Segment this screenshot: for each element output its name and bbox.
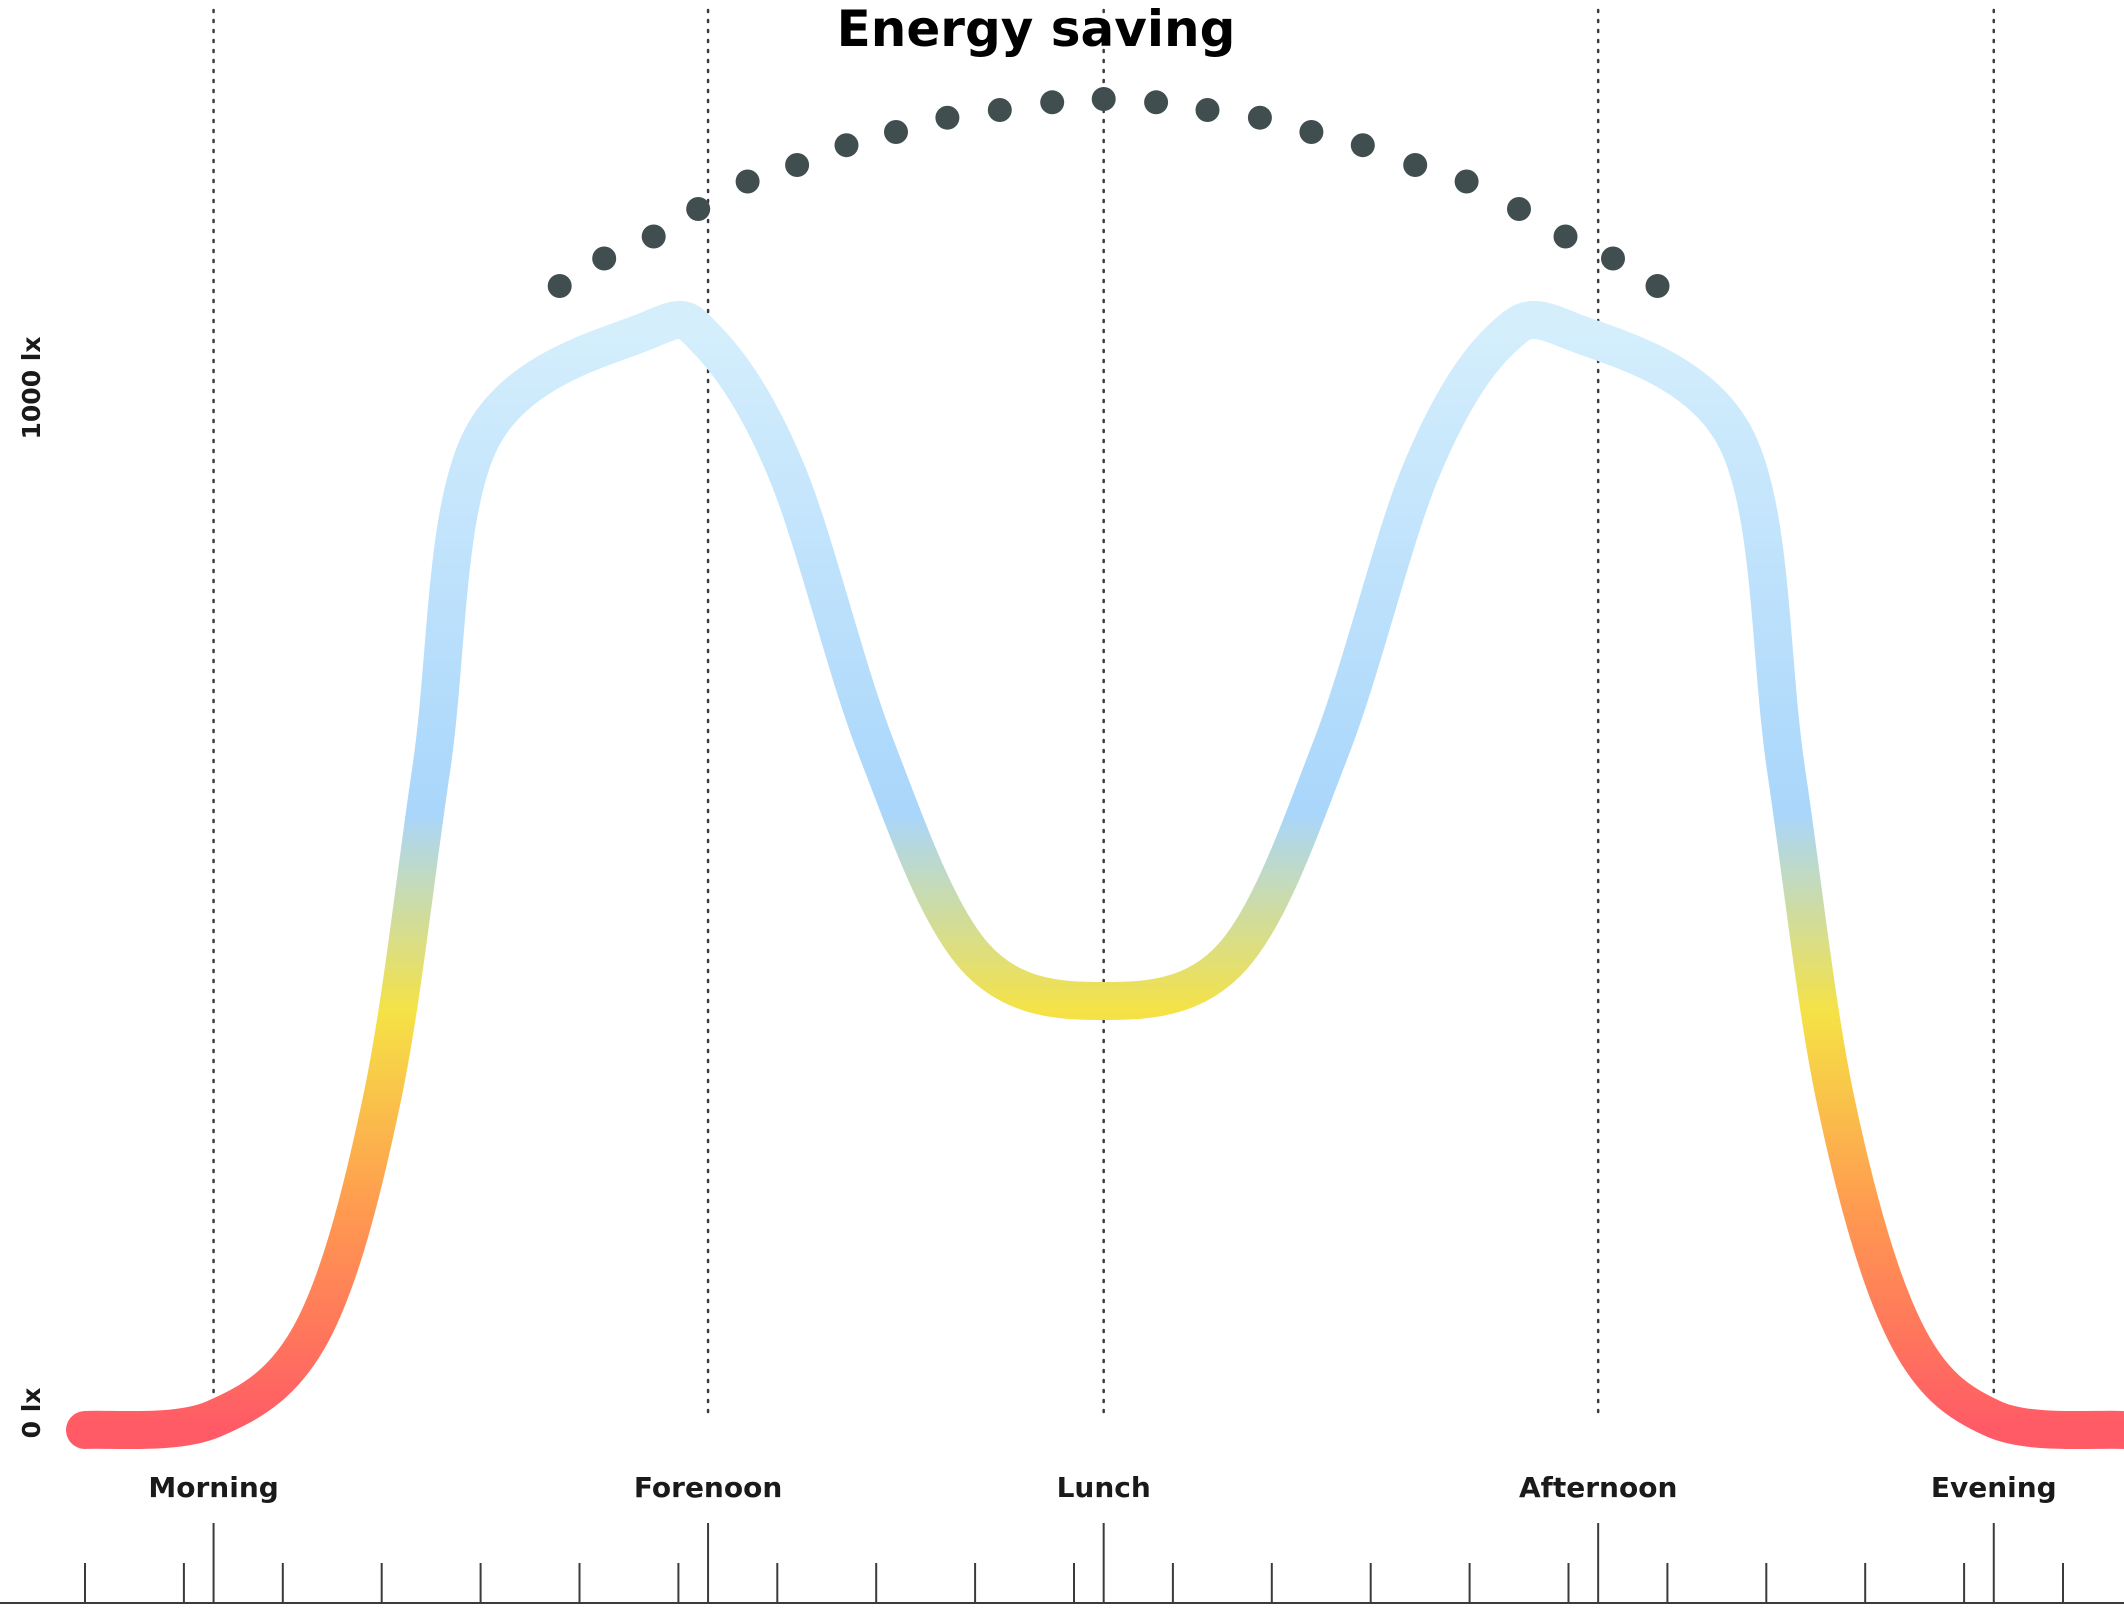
daylight-dot — [1553, 224, 1578, 249]
x-label-lunch: Lunch — [1057, 1471, 1151, 1504]
daylight-dot — [785, 153, 810, 177]
y-label-min: 0 lx — [17, 1388, 46, 1439]
daylight-dot — [1403, 153, 1428, 177]
x-label-morning: Morning — [148, 1471, 278, 1504]
daylight-dot — [1454, 169, 1479, 194]
x-label-forenoon: Forenoon — [634, 1471, 782, 1504]
daylight-dot — [1299, 120, 1324, 144]
y-label-max: 1000 lx — [17, 337, 46, 440]
daylight-dot — [935, 105, 960, 130]
daylight-dot — [1040, 90, 1065, 115]
daylight-dot — [1645, 274, 1670, 298]
chart-title: Energy saving — [837, 0, 1236, 58]
daylight-dot — [987, 98, 1012, 122]
artificial-light-curve — [66, 300, 2124, 1450]
time-axis — [0, 1523, 2124, 1604]
daylight-dot — [1507, 197, 1531, 221]
daylight-dot — [592, 246, 617, 271]
daylight-dot — [1195, 98, 1220, 122]
daylight-dots-layer — [547, 87, 1670, 298]
daylight-dot — [884, 120, 908, 144]
x-label-evening: Evening — [1931, 1471, 2057, 1504]
daylight-dot — [1350, 133, 1375, 158]
x-axis-labels: Morning Forenoon Lunch Afternoon Evening — [148, 1471, 2056, 1504]
daylight-dot — [1601, 246, 1625, 271]
daylight-dot — [686, 197, 711, 221]
daylight-dot — [547, 274, 572, 298]
x-label-afternoon: Afternoon — [1519, 1471, 1677, 1504]
daylight-dot — [1144, 90, 1169, 115]
vertical-gridlines — [212, 8, 1996, 1422]
daylight-dot — [1091, 87, 1116, 111]
daylight-dot — [834, 133, 859, 158]
daylight-dot — [735, 169, 760, 194]
daylight-dot — [1247, 105, 1272, 130]
light-curve-layer — [66, 300, 2124, 1450]
daylight-dot — [641, 224, 666, 249]
